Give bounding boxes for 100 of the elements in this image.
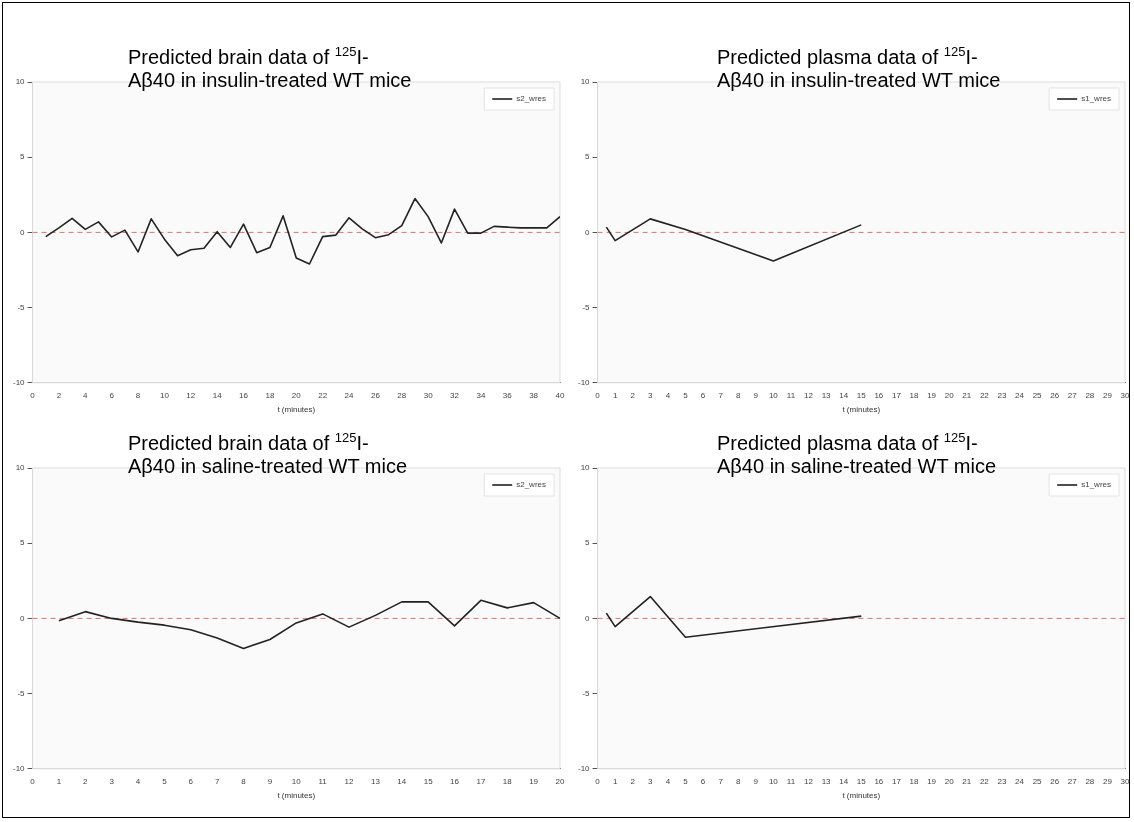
x-tick-label: 9: [753, 390, 759, 400]
x-tick-label: 25: [1032, 390, 1043, 400]
y-tick-label: 0: [20, 227, 26, 237]
x-tick-label: 9: [753, 776, 759, 786]
x-tick-label: 6: [109, 390, 115, 400]
x-tick-label: 28: [397, 390, 407, 400]
x-tick-label: 19: [529, 776, 539, 786]
x-tick-label: 28: [1085, 390, 1095, 400]
x-tick-label: 24: [1015, 776, 1025, 786]
legend-label: s1_wres: [1081, 94, 1112, 104]
x-tick-label: 28: [1085, 776, 1095, 786]
x-tick-label: 8: [735, 776, 741, 786]
x-tick-label: 23: [997, 390, 1007, 400]
x-axis-title: t (minutes): [277, 405, 316, 415]
x-tick-label: 0: [595, 776, 601, 786]
x-tick-label: 3: [648, 776, 654, 786]
x-tick-label: 14: [839, 776, 849, 786]
x-tick-label: 29: [1102, 390, 1113, 400]
x-tick-label: 10: [159, 390, 170, 400]
x-tick-label: 3: [648, 390, 654, 400]
y-tick-label: 5: [585, 152, 591, 162]
chart-title: Predicted brain data of $^{125}$I-Aβ40 in saline-treated WT mice: [128, 430, 409, 478]
x-tick-label: 12: [804, 390, 814, 400]
y-tick-label: 0: [585, 227, 591, 237]
x-tick-label: 25: [1032, 776, 1043, 786]
x-tick-label: 1: [612, 390, 618, 400]
x-tick-label: 22: [979, 776, 990, 786]
x-tick-label: 17: [891, 776, 902, 786]
x-tick-label: 15: [856, 776, 867, 786]
x-tick-label: 17: [476, 776, 486, 786]
x-tick-label: 5: [683, 776, 689, 786]
x-tick-label: 21: [962, 776, 972, 786]
x-tick-label: 30: [1120, 390, 1130, 400]
x-tick-label: 12: [186, 390, 196, 400]
x-tick-label: 20: [944, 390, 955, 400]
x-tick-label: 12: [344, 776, 355, 786]
x-tick-label: 20: [555, 776, 565, 786]
x-tick-label: 29: [1102, 776, 1113, 786]
x-tick-label: 17: [891, 390, 902, 400]
x-tick-label: 12: [804, 776, 814, 786]
x-tick-label: 18: [909, 390, 920, 400]
x-tick-label: 4: [135, 776, 141, 786]
x-tick-label: 27: [1067, 776, 1078, 786]
x-tick-label: 26: [1050, 776, 1060, 786]
x-axis-title: t (minutes): [842, 405, 881, 415]
x-tick-label: 10: [291, 776, 302, 786]
legend-label: s1_wres: [1081, 480, 1112, 490]
x-tick-label: 36: [502, 390, 513, 400]
x-tick-label: 2: [83, 776, 89, 786]
y-tick-label: -10: [13, 764, 26, 773]
x-tick-label: 30: [1120, 776, 1130, 786]
x-tick-label: 26: [1050, 390, 1060, 400]
x-tick-label: 13: [821, 390, 832, 400]
x-tick-label: 24: [1015, 390, 1025, 400]
x-tick-label: 0: [30, 776, 36, 786]
x-tick-label: 30: [423, 390, 434, 400]
y-tick-label: -10: [578, 764, 591, 773]
x-tick-label: 11: [786, 390, 796, 400]
x-tick-label: 8: [135, 390, 141, 400]
x-tick-label: 0: [595, 390, 601, 400]
x-tick-label: 18: [909, 776, 920, 786]
y-tick-label: -10: [578, 378, 591, 387]
x-tick-label: 16: [874, 776, 884, 786]
x-tick-label: 2: [56, 390, 62, 400]
x-tick-label: 2: [630, 776, 636, 786]
x-tick-label: 7: [214, 776, 220, 786]
x-tick-label: 40: [555, 390, 565, 400]
x-tick-label: 22: [979, 390, 990, 400]
x-tick-label: 5: [683, 390, 689, 400]
x-tick-label: 1: [612, 776, 618, 786]
x-tick-label: 9: [267, 776, 273, 786]
y-tick-label: 0: [585, 613, 591, 623]
x-tick-label: 6: [188, 776, 194, 786]
x-tick-label: 4: [83, 390, 89, 400]
x-tick-label: 2: [630, 390, 636, 400]
x-tick-label: 14: [839, 390, 849, 400]
y-tick-label: 0: [20, 613, 26, 623]
x-tick-label: 6: [700, 776, 706, 786]
y-tick-label: -5: [582, 302, 591, 312]
x-tick-label: 7: [718, 776, 724, 786]
x-tick-label: 13: [821, 776, 832, 786]
x-tick-label: 26: [370, 390, 381, 400]
y-tick-label: -5: [582, 688, 591, 698]
x-tick-label: 16: [239, 390, 249, 400]
y-tick-label: -10: [13, 378, 26, 387]
x-tick-label: 10: [768, 390, 779, 400]
x-tick-label: 8: [241, 776, 247, 786]
x-tick-label: 22: [318, 390, 328, 400]
x-tick-label: 27: [1067, 390, 1078, 400]
y-tick-label: 10: [15, 77, 26, 87]
x-tick-label: 38: [529, 390, 539, 400]
x-tick-label: 19: [927, 776, 937, 786]
x-tick-label: 23: [997, 776, 1007, 786]
x-tick-label: 34: [476, 390, 486, 400]
x-tick-label: 10: [768, 776, 779, 786]
x-tick-label: 15: [423, 776, 434, 786]
x-tick-label: 14: [397, 776, 407, 786]
y-tick-label: 5: [20, 538, 26, 548]
y-tick-label: 10: [580, 463, 591, 473]
y-tick-label: -5: [17, 302, 26, 312]
